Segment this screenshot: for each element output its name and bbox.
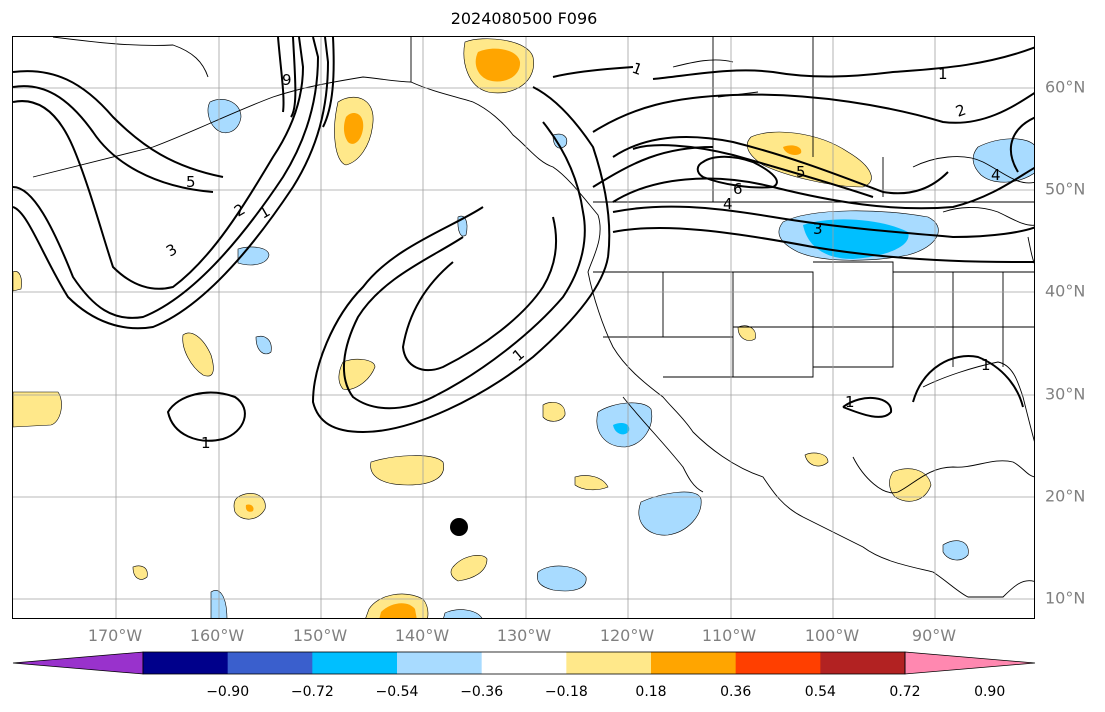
contour-label: 3	[163, 240, 180, 260]
contour-lines	[13, 37, 1034, 442]
colorbar-segment	[227, 652, 313, 674]
lat-label: 20°N	[1045, 486, 1086, 506]
contour-label: 9	[282, 71, 292, 89]
colorbar-frame	[142, 651, 906, 675]
lon-label: 90°W	[911, 626, 957, 645]
colorbar-segment	[904, 651, 1036, 675]
lat-lon-grid	[13, 37, 1034, 618]
contour-label: 1	[630, 59, 645, 79]
contour-label: 1	[845, 393, 855, 411]
contour-label: 1	[201, 434, 211, 452]
contour-label: 6	[733, 180, 743, 198]
colorbar-tick-label: 0.36	[720, 684, 752, 700]
colorbar-tick-label: −0.36	[460, 684, 504, 700]
contour-label: 3	[813, 220, 823, 238]
colorbar-segment	[820, 652, 906, 674]
contour-label: 1	[981, 356, 991, 374]
lon-label: 170°W	[87, 626, 143, 645]
colorbar-segment	[481, 652, 567, 674]
colorbar-tick-label: 0.72	[889, 684, 921, 700]
colorbar-segment	[12, 651, 144, 675]
colorbar-tick-label: −0.54	[375, 684, 419, 700]
lat-label: 50°N	[1045, 179, 1086, 199]
positive-region	[574, 475, 609, 491]
colorbar-segment	[566, 652, 652, 674]
positive-core	[379, 603, 417, 618]
negative-region	[972, 138, 1034, 183]
positive-region	[13, 391, 62, 428]
contour-label: 4	[991, 166, 1001, 184]
negative-region	[536, 565, 587, 592]
lon-label: 140°W	[394, 626, 450, 645]
lon-label: 110°W	[701, 626, 757, 645]
lon-label: 150°W	[292, 626, 348, 645]
positive-region	[542, 402, 566, 422]
colorbar-tick-label: 0.90	[974, 684, 1006, 700]
positive-region	[804, 452, 829, 467]
lat-label: 30°N	[1045, 384, 1086, 404]
shaded-regions	[13, 38, 1034, 618]
positive-region	[450, 554, 488, 582]
lat-label: 40°N	[1045, 281, 1086, 301]
colorbar-tick-label: −0.72	[290, 684, 334, 700]
contour-label: 2	[953, 101, 968, 121]
colorbar-segments	[12, 651, 1036, 675]
positive-region	[182, 332, 214, 377]
positive-region	[370, 455, 444, 486]
colorbar-segment	[651, 652, 737, 674]
colorbar-tick-label: −0.18	[544, 684, 588, 700]
positive-region	[13, 271, 22, 292]
colorbar-tick-label: 0.18	[635, 684, 667, 700]
negative-core	[613, 423, 630, 435]
positive-region	[338, 358, 376, 390]
positive-region	[747, 131, 872, 188]
positive-region	[737, 325, 756, 341]
contour-label: 5	[186, 173, 196, 191]
positive-core	[245, 504, 254, 512]
contour-label: 4	[723, 195, 733, 213]
negative-region	[255, 335, 272, 355]
colorbar	[12, 651, 1036, 675]
colorbar-segment	[312, 652, 398, 674]
negative-region	[443, 609, 482, 618]
negative-region	[942, 540, 969, 561]
coastlines	[32, 37, 1034, 598]
map-title: 2024080500 F096	[450, 9, 598, 28]
lat-label: 10°N	[1045, 588, 1086, 608]
colorbar-tick-label: 0.54	[804, 684, 836, 700]
storm-position-marker	[450, 518, 468, 536]
map-canvas: 1 1 2 4 5 6 4 3 5 2 1 3 1 1 1 1 9	[13, 37, 1034, 618]
lon-label: 120°W	[599, 626, 655, 645]
positive-region	[132, 565, 148, 580]
colorbar-segment	[397, 652, 483, 674]
colorbar-tick-label: −0.90	[206, 684, 250, 700]
negative-region	[207, 98, 242, 133]
contour-label: 5	[796, 163, 806, 181]
negative-region	[552, 133, 568, 149]
map-area[interactable]: 1 1 2 4 5 6 4 3 5 2 1 3 1 1 1 1 9	[12, 36, 1035, 619]
positive-core	[783, 145, 802, 155]
colorbar-segment	[735, 652, 821, 674]
lon-label: 130°W	[496, 626, 552, 645]
lon-label: 100°W	[804, 626, 860, 645]
lat-label: 60°N	[1045, 77, 1086, 97]
positive-core	[475, 48, 521, 82]
positive-core	[343, 113, 364, 144]
contour-label: 1	[938, 65, 948, 83]
lon-label: 160°W	[189, 626, 245, 645]
colorbar-segment	[143, 652, 229, 674]
negative-region	[638, 491, 702, 536]
